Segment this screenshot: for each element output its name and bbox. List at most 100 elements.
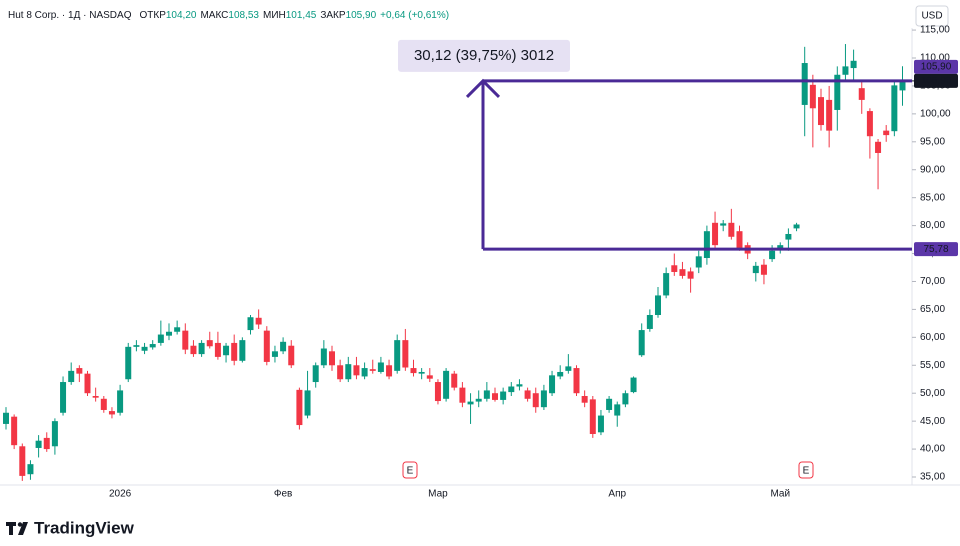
y-tick-label: 60,00 — [920, 332, 945, 343]
candle-body — [369, 369, 376, 371]
currency-button[interactable] — [915, 5, 949, 27]
candle-body — [377, 362, 384, 372]
y-tick-label: 45,00 — [920, 416, 945, 427]
candle-body — [141, 346, 148, 351]
candle-body — [394, 340, 401, 371]
candle-body — [117, 390, 124, 413]
candle-body — [524, 390, 531, 399]
candle-body — [296, 389, 303, 426]
candle-body — [108, 411, 115, 415]
stat-value: 101,45 — [286, 10, 317, 21]
candle-body — [614, 404, 621, 416]
candle-body — [361, 368, 368, 377]
candle-body — [27, 464, 34, 475]
y-tick-label: 90,00 — [920, 164, 945, 175]
candle-body — [858, 88, 865, 100]
candle-body — [92, 396, 99, 398]
last-price-label-badge — [914, 73, 958, 88]
candle-body — [663, 273, 670, 296]
x-tick-label: Мар — [428, 489, 448, 500]
last-price-label: 105,90 — [921, 76, 952, 87]
candle-body — [133, 345, 140, 347]
logo-mark — [18, 522, 28, 535]
y-tick-label: 100,00 — [920, 109, 951, 120]
measure-arrowhead — [465, 78, 501, 98]
candle-body — [557, 371, 564, 377]
candle-body — [206, 340, 213, 347]
candle-body — [443, 370, 450, 399]
candle-body — [84, 373, 91, 394]
candle-body — [271, 351, 278, 357]
candle-body — [809, 84, 816, 109]
candle-body — [459, 387, 466, 403]
brand: TradingView — [34, 518, 135, 537]
stat-value: 105,90 — [346, 10, 377, 21]
candle-body — [712, 222, 719, 246]
candle-body — [540, 390, 547, 408]
stat-label: МАКС — [200, 10, 228, 21]
candle-body — [785, 233, 792, 240]
earnings-marker — [402, 461, 418, 479]
candle-body — [891, 85, 898, 132]
candle-body — [622, 393, 629, 405]
candle-body — [760, 264, 767, 275]
candle-body — [581, 396, 588, 403]
x-tick-label: Фев — [274, 489, 292, 500]
candle-body — [655, 295, 661, 315]
change: +0,64 (+0,61%) — [380, 10, 449, 21]
candle-body — [198, 342, 205, 355]
candle-body — [769, 250, 776, 260]
candle-body — [60, 382, 67, 413]
candle-body — [801, 63, 808, 105]
y-tick-label: 85,00 — [920, 192, 945, 203]
header: Hut 8 Corp. · 1Д · NASDAQ ОТКР104,20 МАКС1… — [8, 10, 449, 21]
stat-value: 108,53 — [228, 10, 259, 21]
candle-body — [834, 74, 841, 110]
candle-body — [239, 340, 246, 361]
x-tick-label: 2026 — [109, 489, 132, 500]
candle-body — [182, 330, 189, 350]
candle-body — [883, 130, 890, 136]
stat-value: 104,20 — [166, 10, 197, 21]
candle-body — [565, 366, 572, 371]
measure-from-label: 75,78 — [923, 244, 948, 255]
candle-body — [850, 60, 857, 69]
candle-body — [11, 416, 18, 446]
stat-label: МИН — [263, 10, 286, 21]
earnings-marker — [798, 461, 814, 479]
candle-body — [899, 80, 906, 91]
candle-body — [630, 377, 637, 393]
candle-body — [288, 345, 295, 366]
candle-body — [475, 398, 482, 402]
candle-body — [231, 342, 238, 361]
candle-body — [190, 345, 197, 355]
candle-body — [638, 330, 645, 356]
candle-body — [687, 271, 694, 279]
candle-body — [606, 398, 613, 410]
candle-body — [671, 265, 678, 272]
candle-body — [418, 371, 425, 374]
candle-body — [280, 341, 287, 352]
measure-label: 30,12 (39,75%) 3012 — [414, 47, 554, 64]
candle-body — [793, 224, 800, 229]
y-tick-label: 35,00 — [920, 472, 945, 483]
y-tick-label: 70,00 — [920, 276, 945, 287]
earnings-label: E — [407, 466, 414, 477]
candle-body — [703, 231, 710, 259]
candle-body — [875, 141, 882, 153]
candle-body — [19, 446, 26, 476]
candle-body — [866, 111, 873, 137]
candle-body — [752, 265, 759, 274]
candle-body — [589, 399, 596, 434]
logo-mark — [6, 522, 16, 535]
measure-box — [398, 39, 570, 72]
candle-body — [223, 345, 230, 356]
y-tick-label: 50,00 — [920, 388, 945, 399]
candle-body — [125, 346, 132, 380]
y-tick-label: 55,00 — [920, 360, 945, 371]
candle-body — [818, 97, 824, 126]
candle-body — [174, 327, 181, 332]
candle-body — [434, 382, 441, 402]
